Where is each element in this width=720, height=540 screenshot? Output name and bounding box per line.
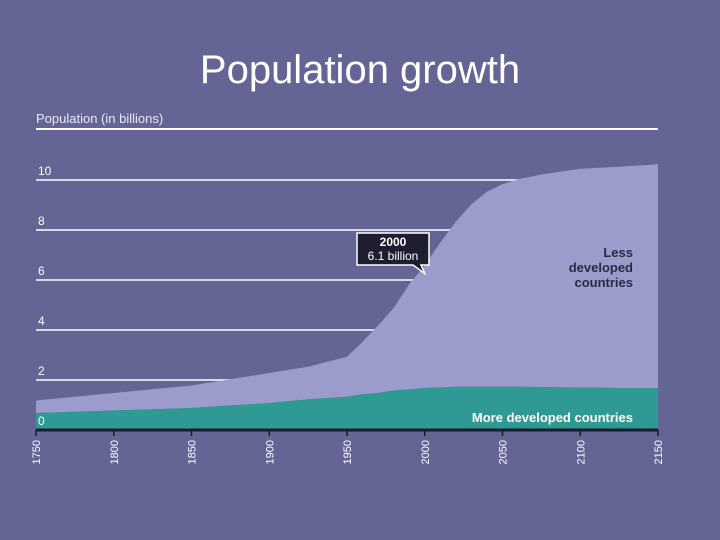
x-tick-label: 1800 xyxy=(109,440,121,464)
x-tick-label: 2100 xyxy=(575,440,587,464)
y-tick-label: 10 xyxy=(38,164,52,178)
y-tick-label: 6 xyxy=(38,264,45,278)
x-tick-label: 1850 xyxy=(187,440,199,464)
series-label-less-developed: developed xyxy=(569,260,633,275)
x-tick-label: 1950 xyxy=(342,440,354,464)
x-tick-label: 1900 xyxy=(264,440,276,464)
y-tick-label: 2 xyxy=(38,364,45,378)
y-tick-label: 0 xyxy=(38,414,45,428)
x-tick-label: 1750 xyxy=(31,440,43,464)
slide-title: Population growth xyxy=(199,48,521,92)
y-tick-label: 4 xyxy=(38,314,45,328)
annotation-value: 6.1 billion xyxy=(368,249,419,263)
area-less-developed xyxy=(36,164,658,413)
area-more-developed xyxy=(36,386,658,430)
series-label-more-developed: More developed countries xyxy=(472,410,633,425)
y-axis-title: Population (in billions) xyxy=(36,111,163,126)
series-label-less-developed: Less xyxy=(603,245,633,260)
y-tick-label: 8 xyxy=(38,214,45,228)
annotation-callout xyxy=(356,232,430,276)
x-tick-label: 2000 xyxy=(420,440,432,464)
x-tick-label: 2150 xyxy=(653,440,665,464)
annotation-year: 2000 xyxy=(380,235,407,249)
series-label-less-developed: countries xyxy=(574,275,633,290)
x-tick-label: 2050 xyxy=(498,440,510,464)
